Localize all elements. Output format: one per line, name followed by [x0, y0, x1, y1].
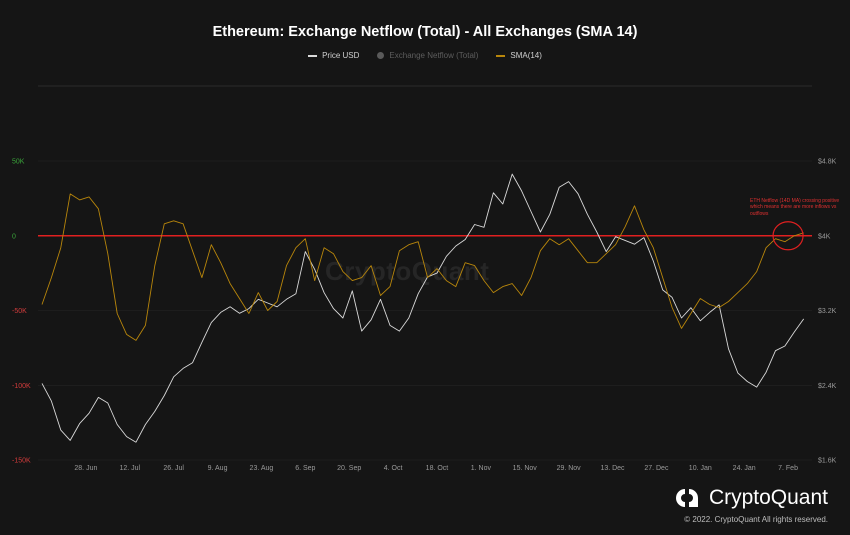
legend-label-sma: SMA(14) — [510, 51, 542, 60]
cryptoquant-logo-icon — [675, 489, 698, 507]
x-tick-label: 6. Sep — [295, 465, 315, 472]
x-tick-label: 26. Jul — [163, 465, 184, 472]
x-tick-label: 1. Nov — [471, 465, 492, 472]
left-tick-label: -100K — [12, 383, 31, 390]
legend-swatch-netflow — [377, 52, 385, 59]
x-tick-label: 4. Oct — [384, 465, 403, 472]
x-tick-label: 10. Jan — [689, 465, 712, 472]
left-tick-label: 50K — [12, 159, 25, 166]
series-line-price — [41, 173, 805, 443]
chart-legend: Price USD Exchange Netflow (Total) SMA(1… — [0, 51, 850, 60]
legend-item-price[interactable]: Price USD — [308, 51, 359, 60]
legend-item-netflow[interactable]: Exchange Netflow (Total) — [377, 51, 478, 60]
legend-swatch-price — [308, 54, 318, 57]
annotation-highlight-circle — [772, 221, 804, 251]
right-tick-label: $1.6K — [818, 458, 837, 465]
chart-title: Ethereum: Exchange Netflow (Total) - All… — [212, 24, 638, 40]
x-tick-label: 20. Sep — [337, 465, 361, 472]
x-tick-label: 29. Nov — [557, 465, 582, 472]
x-tick-label: 9. Aug — [208, 465, 228, 472]
right-tick-label: $3.2K — [818, 308, 837, 315]
legend-label-price: Price USD — [322, 51, 360, 60]
x-tick-label: 12. Jul — [119, 465, 140, 472]
brand-name: CryptoQuant — [708, 486, 828, 509]
left-tick-label: 0 — [12, 233, 16, 240]
legend-swatch-sma — [496, 54, 506, 57]
right-tick-label: $4K — [818, 233, 831, 240]
x-tick-label: 15. Nov — [513, 465, 538, 472]
right-tick-label: $4.8K — [818, 159, 837, 166]
x-tick-label: 18. Oct — [426, 465, 449, 472]
left-tick-label: -150K — [12, 458, 31, 465]
x-tick-label: 28. Jun — [74, 465, 97, 472]
x-tick-label: 27. Dec — [644, 465, 669, 472]
chart-annotation: ETH Netflow (14D MA) crossing positive w… — [750, 198, 840, 217]
left-tick-label: -50K — [12, 308, 27, 315]
brand-logo: CryptoQuant — [675, 486, 828, 510]
series-line-sma — [41, 193, 804, 341]
legend-label-netflow: Exchange Netflow (Total) — [389, 51, 479, 60]
x-tick-label: 23. Aug — [250, 465, 274, 472]
x-tick-label: 7. Feb — [778, 465, 798, 472]
right-tick-label: $2.4K — [818, 383, 837, 390]
x-tick-label: 24. Jan — [733, 465, 756, 472]
copyright-text: © 2022. CryptoQuant All rights reserved. — [684, 515, 828, 524]
legend-item-sma[interactable]: SMA(14) — [496, 51, 542, 60]
x-tick-label: 13. Dec — [600, 465, 625, 472]
